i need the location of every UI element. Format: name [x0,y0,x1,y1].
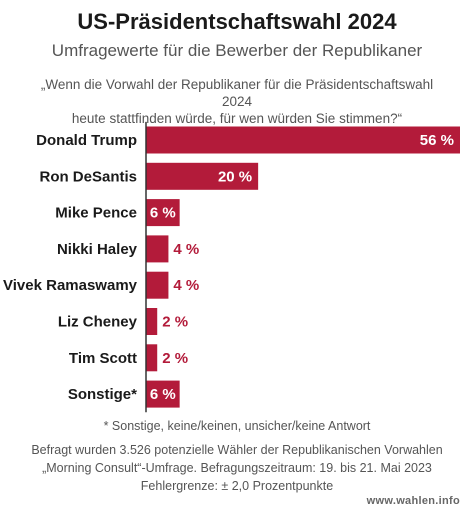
bar-sonstige [146,380,180,408]
bar-mike-pence [146,199,180,227]
value-label-nikki-haley: 4 % [173,241,199,258]
survey-question-line-2: heute stattfinden würde, für wen würden … [71,111,403,126]
value-label-ron-desantis: 20 % [218,168,252,185]
bar-vivek-ramaswamy [146,271,169,299]
value-label-mike-pence: 6 % [150,205,176,222]
footnote: * Sonstige, keine/keinen, unsicher/keine… [103,419,371,433]
source-info: Befragt wurden 3.526 potenzielle Wähler … [0,441,474,495]
bar-tim-scott [146,344,158,372]
bar-ron-desantis [146,162,259,190]
category-label-donald-trump: Donald Trump [36,132,137,149]
category-label-ron-desantis: Ron DeSantis [39,168,137,185]
survey-question-line-1: „Wenn die Vorwahl der Republikaner für d… [40,77,434,109]
category-label-tim-scott: Tim Scott [69,350,137,367]
category-label-mike-pence: Mike Pence [55,205,137,222]
category-label-vivek-ramaswamy: Vivek Ramaswamy [3,277,138,294]
source-line-3: Fehlergrenze: ± 2,0 Prozentpunkte [140,479,334,493]
value-label-sonstige: 6 % [150,386,176,403]
value-label-donald-trump: 56 % [420,132,454,149]
brand-logo-text: www.wahlen.info [366,495,460,507]
source-line-1: Befragt wurden 3.526 potenzielle Wähler … [31,443,443,457]
category-label-sonstige: Sonstige* [68,386,137,403]
category-label-nikki-haley: Nikki Haley [57,241,138,258]
bar-chart: Donald Trump 56 % Ron DeSantis 20 % Mike Pen… [3,121,460,413]
value-label-tim-scott: 2 % [162,350,188,367]
value-label-liz-cheney: 2 % [162,314,188,331]
chart-title: US-Präsidentschaftswahl 2024 [77,9,397,34]
bar-nikki-haley [146,235,169,263]
source-line-2: „Morning Consult“-Umfrage. Befragungszei… [42,461,432,475]
bar-liz-cheney [146,308,158,335]
chart-subtitle: Umfragewerte für die Bewerber der Republ… [51,41,423,60]
value-label-vivek-ramaswamy: 4 % [173,277,199,294]
bar-donald-trump [146,126,460,154]
survey-question: „Wenn die Vorwahl der Republikaner für d… [30,76,444,127]
category-label-liz-cheney: Liz Cheney [58,314,138,331]
